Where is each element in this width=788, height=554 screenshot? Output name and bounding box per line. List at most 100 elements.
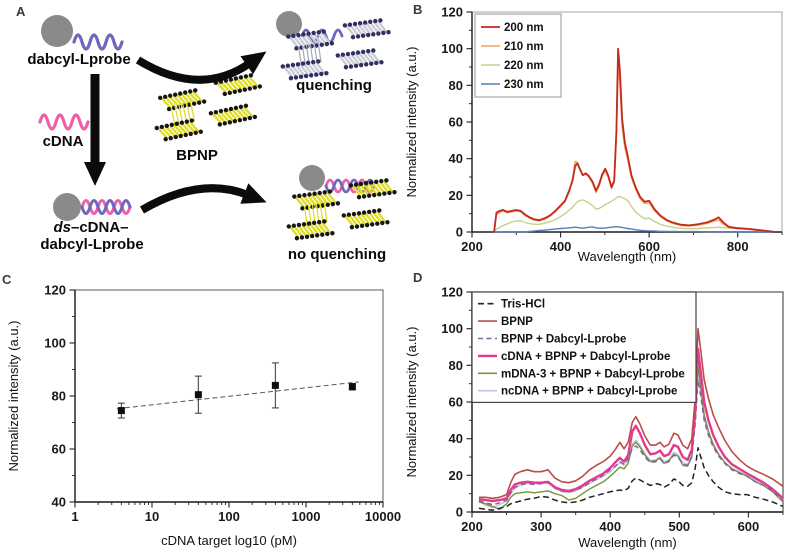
cdna-label: cDNA [43, 133, 84, 150]
y-axis-label: Normalized intensity (a.u.) [6, 321, 21, 472]
series-bpnp [478, 327, 784, 500]
series-mdna-3-bpnp-dabcyl-lprobe [478, 364, 784, 511]
quenching-graphic [276, 11, 394, 79]
series-200-nm [493, 47, 774, 233]
x-tick-label: 10 [145, 509, 159, 524]
x-tick-label: 100 [218, 509, 240, 524]
data-point [348, 383, 356, 391]
x-tick-label: 300 [530, 519, 552, 534]
y-tick-label: 0 [456, 505, 463, 520]
panel-b-label: B [413, 2, 423, 17]
y-tick-label: 40 [52, 495, 66, 510]
x-tick-label: 1 [71, 509, 78, 524]
legend-label: Tris-HCl [501, 299, 545, 311]
panel-c: C 40 60 80 100 120 1 10 100 1000 10000 cDNA target… [0, 268, 401, 554]
y-tick-label: 120 [441, 5, 463, 20]
legend-label: 200 nm [504, 22, 544, 34]
dabcyl-lprobe-graphic [41, 15, 124, 51]
ds-product-graphic [53, 193, 132, 221]
y-tick-label: 100 [441, 41, 463, 56]
y-tick-label: 60 [449, 395, 463, 410]
legend-label: 210 nm [504, 41, 544, 53]
x-tick-label: 200 [461, 239, 483, 254]
legend: 200 nm 210 nm 220 nm 230 nm [474, 13, 562, 98]
dabcyl-lprobe-label: dabcyl-Lprobe [27, 51, 130, 68]
x-tick-label: 500 [668, 519, 690, 534]
ds-product-label-line1: ds–cDNA– [53, 219, 128, 236]
x-tick-label: 600 [738, 519, 760, 534]
quenching-arrow [135, 51, 267, 84]
cdna-wave [38, 113, 90, 131]
y-tick-label: 80 [449, 358, 463, 373]
quenching-label: quenching [296, 77, 372, 94]
x-tick-label: 10000 [365, 509, 401, 524]
x-tick-label: 1000 [292, 509, 321, 524]
ds-product-label-line2: dabcyl-Lprobe [40, 236, 143, 253]
legend-label: BPNP [501, 316, 533, 328]
series-tris-hcl [478, 447, 784, 511]
panel-a: A [0, 0, 400, 268]
x-tick-label: 800 [727, 239, 749, 254]
data-point [271, 381, 279, 389]
panel-b: B 0 20 40 60 80 100 120 200 400 600 800 200 nm 210 n… [400, 0, 788, 268]
bpnp-label: BPNP [176, 147, 218, 164]
y-tick-label: 20 [449, 188, 463, 203]
quenched-dabcyl-circle [276, 11, 302, 37]
legend-label: cDNA + BPNP + Dabcyl-Lprobe [501, 351, 670, 363]
no-quenching-arrow [139, 183, 267, 214]
series-220-nm [493, 195, 774, 233]
legend-label: 230 nm [504, 79, 544, 91]
bpnp-graphic [150, 74, 267, 141]
no-quenching-graphic [284, 165, 400, 239]
y-axis-label: Normalized intensity (a.u.) [404, 327, 419, 478]
legend-label: BPNP + Dabcyl-Lprobe [501, 334, 626, 346]
x-axis-label: Wavelength (nm) [578, 535, 677, 550]
panel-a-label: A [16, 4, 26, 19]
x-tick-label: 200 [461, 519, 483, 534]
series-bpnp-dabcyl-lprobe [478, 379, 784, 506]
series-cdna-bpnp-dabcyl-lprobe [478, 347, 784, 503]
data-point [117, 407, 125, 415]
x-tick-label: 400 [599, 519, 621, 534]
data-point [194, 391, 202, 399]
no-quenching-label: no quenching [288, 246, 386, 263]
x-tick-label: 600 [638, 239, 660, 254]
y-tick-label: 60 [449, 115, 463, 130]
y-tick-label: 80 [449, 78, 463, 93]
chart-D: 0 20 40 60 80 100 120 200 300 400 500 600 Tris-HCl BP… [404, 285, 784, 550]
legend-label: mDNA-3 + BPNP + Dabcyl-Lprobe [501, 368, 685, 380]
y-tick-label: 120 [44, 283, 66, 298]
dabcyl-quencher-circle [41, 15, 73, 47]
y-tick-label: 20 [449, 468, 463, 483]
panel-c-label: C [2, 272, 12, 287]
panel-a-diagram: dabcyl-Lprobe cDNA BPNP [27, 11, 400, 263]
y-tick-label: 120 [441, 285, 463, 300]
series-230-nm [494, 225, 774, 233]
legend-label: ncDNA + BPNP + Dabcyl-Lprobe [501, 386, 677, 398]
x-tick-label: 400 [550, 239, 572, 254]
free-dabcyl-circle [299, 165, 325, 191]
y-tick-label: 40 [449, 151, 463, 166]
trend-line [116, 381, 359, 410]
panel-d-label: D [413, 270, 423, 285]
y-tick-label: 100 [44, 336, 66, 351]
legend: Tris-HCl BPNP BPNP + Dabcyl-Lprobe cDNA + B… [471, 291, 697, 404]
y-tick-label: 60 [52, 442, 66, 457]
legend-label: 220 nm [504, 60, 544, 72]
panel-d-chart: 0 20 40 60 80 100 120 200 300 400 500 600 Tris-HCl BP… [404, 285, 784, 550]
lprobe-wave [72, 33, 124, 51]
y-axis-label: Normalized intensity (a.u.) [404, 47, 419, 198]
y-tick-label: 100 [441, 321, 463, 336]
y-tick-label: 0 [456, 225, 463, 240]
x-axis-label: Wavelength (nm) [578, 249, 677, 264]
panel-d: D 0 20 40 60 80 100 120 200 300 400 500 600 Tris-HCl… [400, 268, 788, 554]
ds-helix-probe-strand [80, 199, 132, 215]
y-tick-label: 80 [52, 389, 66, 404]
x-axis-label: cDNA target log10 (pM) [161, 533, 297, 548]
y-tick-label: 40 [449, 431, 463, 446]
